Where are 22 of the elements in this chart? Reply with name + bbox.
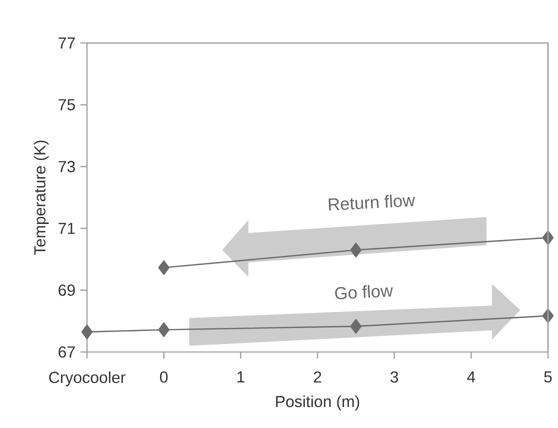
- y-tick-label: 67: [58, 346, 75, 358]
- x-tick-label: 1: [237, 371, 244, 382]
- x-tick-label: 5: [544, 371, 552, 383]
- y-tick-label: 69: [58, 284, 75, 296]
- point: [350, 319, 362, 334]
- x-tick-label: 0: [160, 371, 168, 383]
- y-tick-label: 75: [58, 99, 75, 110]
- y-tick-label: 71: [58, 222, 75, 234]
- y-axis-title: Temperature (K): [34, 140, 49, 255]
- point: [81, 324, 93, 340]
- point: [158, 260, 170, 275]
- x-tick-label: 4: [467, 371, 476, 382]
- point: [158, 322, 170, 338]
- annotation: Return flow: [328, 194, 415, 211]
- point: [350, 242, 362, 258]
- y-tick-label: 73: [58, 160, 75, 172]
- x-tick-label: 3: [390, 371, 398, 383]
- x-axis-title: Position (m): [276, 395, 360, 410]
- annotation: Go flow: [335, 285, 393, 300]
- x-tick-label: Cryocooler: [49, 371, 126, 386]
- y-tick-label: 77: [58, 38, 75, 48]
- x-tick-label: 2: [314, 371, 322, 383]
